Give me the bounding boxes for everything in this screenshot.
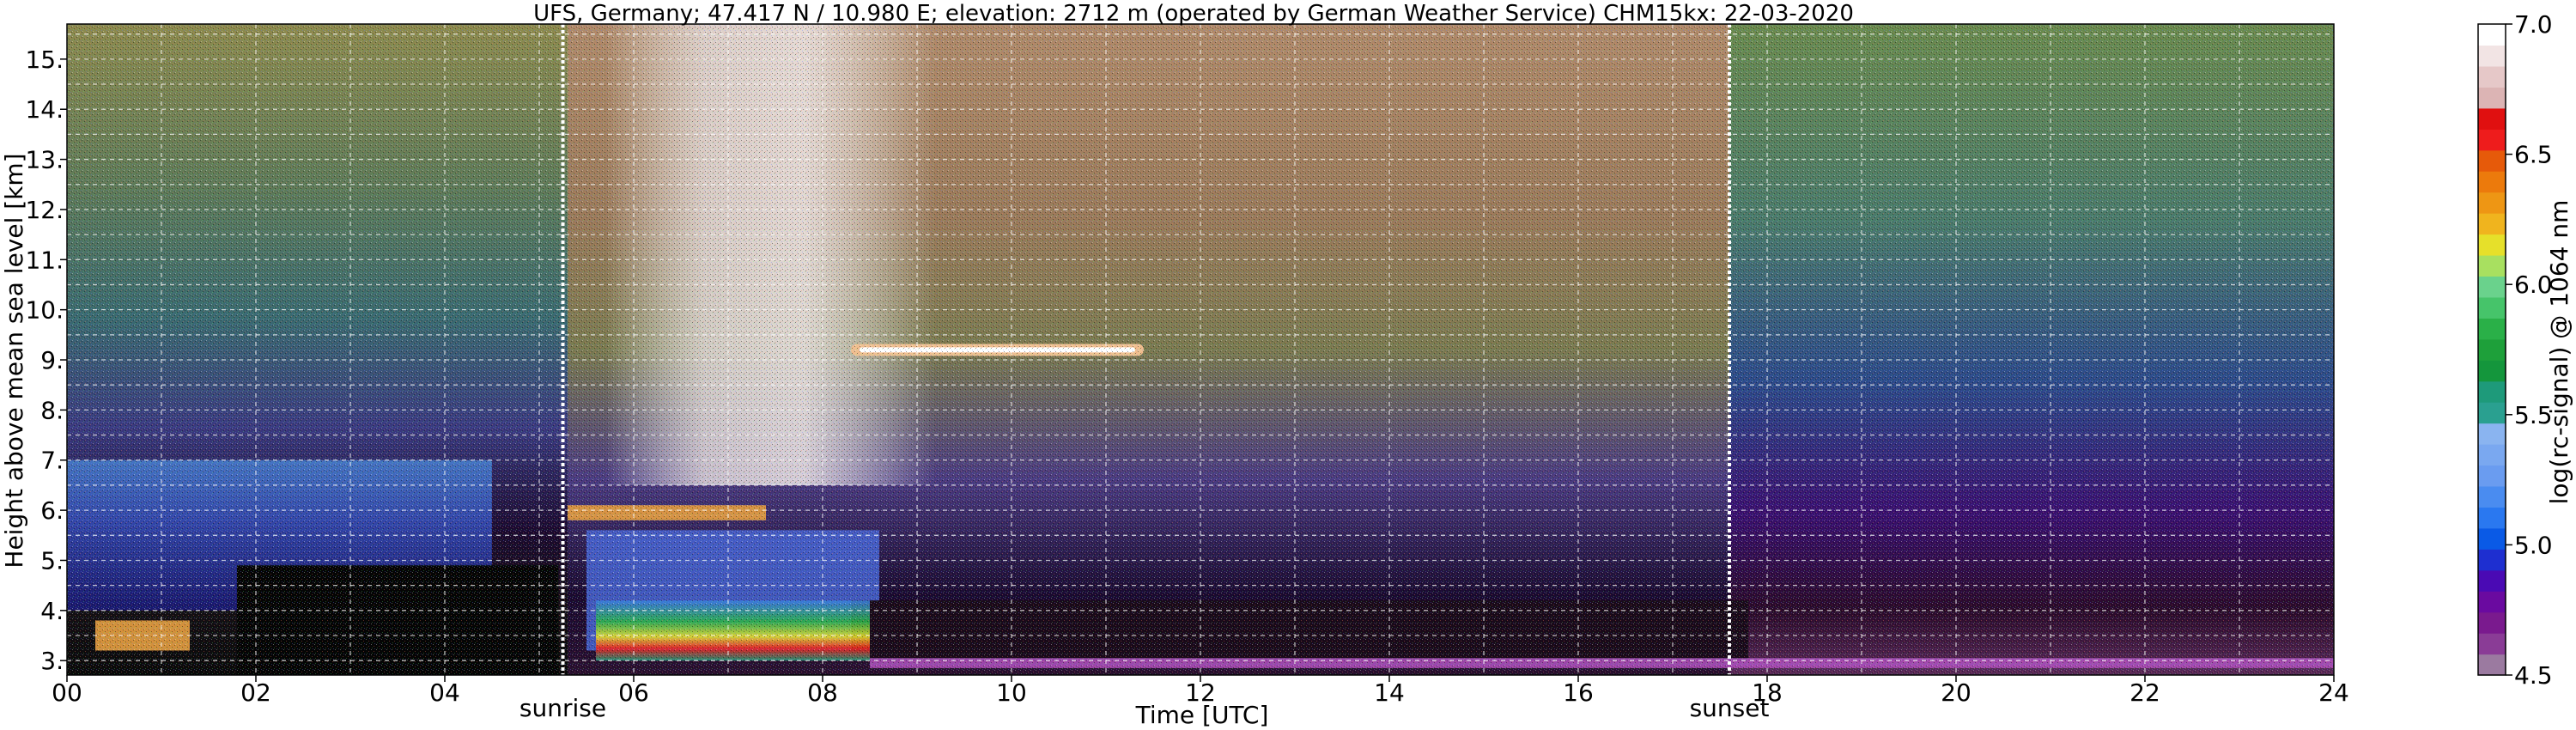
colorbar-segment (2478, 633, 2506, 655)
y-tick-label: 8. (40, 396, 64, 424)
marker-label-sunrise: sunrise (519, 694, 606, 722)
colorbar-segment (2478, 338, 2506, 361)
colorbar-segment (2478, 129, 2506, 151)
grid (66, 24, 2335, 675)
colorbar-segment (2478, 192, 2506, 214)
y-tick-label: 15. (25, 46, 64, 74)
colorbar: 4.5 5.0 5.5 6.0 6.5 7.0 (2477, 10, 2553, 690)
colorbar-segment (2478, 254, 2506, 277)
y-tick-label: 12. (25, 196, 64, 224)
y-tick-label: 10. (25, 296, 64, 325)
marker-label-sunset: sunset (1690, 694, 1770, 722)
colorbar-segment (2478, 444, 2506, 466)
y-tick-label: 3. (40, 647, 64, 675)
colorbar-segment (2478, 654, 2506, 676)
y-tick-label: 13. (25, 146, 64, 174)
colorbar-segment (2478, 296, 2506, 319)
y-tick-label: 14. (25, 95, 64, 124)
colorbar-segment (2478, 24, 2506, 46)
colorbar-tick-label: 7.0 (2514, 10, 2553, 39)
colorbar-segment (2478, 360, 2506, 382)
y-tick-label: 11. (25, 246, 64, 274)
colorbar-tick-label: 5.0 (2514, 531, 2553, 559)
y-axis-label: Height above mean sea level [km] (0, 153, 28, 568)
y-tick-label: 7. (40, 447, 64, 475)
colorbar-segment (2478, 402, 2506, 424)
colorbar-frame (2477, 23, 2506, 676)
colorbar-segment (2478, 507, 2506, 529)
x-tick-label: 18 (1752, 678, 1783, 707)
colorbar-segment (2478, 465, 2506, 487)
colorbar-segment (2478, 65, 2506, 88)
colorbar-segment (2478, 591, 2506, 613)
colorbar-segment (2478, 527, 2506, 550)
colorbar-segment (2478, 423, 2506, 445)
x-tick-label: 16 (1563, 678, 1594, 707)
colorbar-label: log(rc-signal) @ 1064 nm (2545, 200, 2573, 505)
colorbar-segment (2478, 549, 2506, 571)
x-tick-label: 08 (807, 678, 838, 707)
colorbar-segment (2478, 318, 2506, 340)
colorbar-segment (2478, 611, 2506, 634)
chart-title: UFS, Germany; 47.417 N / 10.980 E; eleva… (533, 1, 1854, 27)
y-tick-label: 6. (40, 496, 64, 525)
y-tick-label: 4. (40, 597, 64, 625)
x-axis-ticks: 00 02 04 06 08 10 12 14 16 18 20 22 24 (52, 675, 2349, 707)
y-tick-label: 9. (40, 346, 64, 374)
colorbar-segment (2478, 276, 2506, 298)
colorbar-tick-label: 4.5 (2514, 661, 2553, 690)
x-tick-label: 10 (996, 678, 1027, 707)
x-axis-label: Time [UTC] (1135, 701, 1269, 729)
x-tick-label: 12 (1185, 678, 1216, 707)
colorbar-tick-label: 6.0 (2514, 271, 2553, 299)
x-tick-label: 20 (1941, 678, 1971, 707)
x-tick-label: 04 (429, 678, 460, 707)
colorbar-segment (2478, 234, 2506, 256)
colorbar-segment (2478, 45, 2506, 67)
x-tick-label: 14 (1374, 678, 1405, 707)
colorbar-tick-label: 5.5 (2514, 401, 2553, 429)
x-tick-label: 22 (2129, 678, 2160, 707)
x-tick-label: 24 (2318, 678, 2349, 707)
colorbar-segment (2478, 107, 2506, 130)
colorbar-segment (2478, 87, 2506, 109)
colorbar-segment (2478, 485, 2506, 508)
colorbar-segment (2478, 569, 2506, 592)
colorbar-segment (2478, 149, 2506, 172)
y-tick-label: 5. (40, 546, 64, 575)
x-tick-label: 02 (240, 678, 271, 707)
colorbar-segment (2478, 171, 2506, 193)
colorbar-tick-label: 6.5 (2514, 141, 2553, 169)
colorbar-segment (2478, 213, 2506, 235)
colorbar-segment (2478, 380, 2506, 403)
event-markers: sunrise sunset (519, 24, 1770, 722)
y-axis-ticks: 3. 4. 5. 6. 7. 8. 9. 10. 11. 12. 13. 14. 15. (25, 46, 67, 675)
x-tick-label: 00 (52, 678, 82, 707)
x-tick-label: 06 (618, 678, 649, 707)
